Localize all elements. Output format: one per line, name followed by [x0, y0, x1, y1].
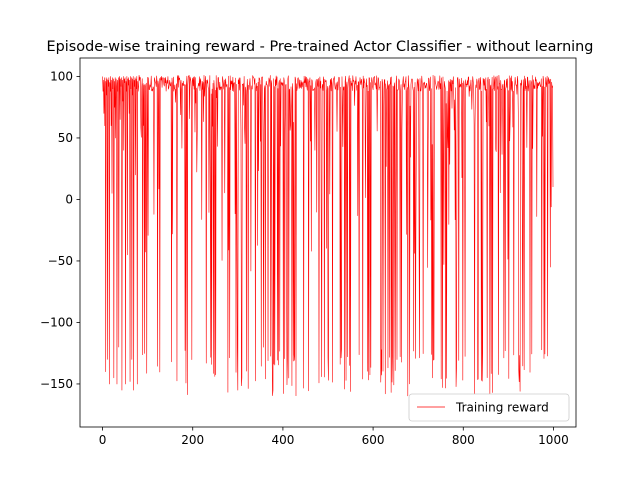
y-tick-label: 50 — [58, 131, 73, 145]
x-tick-label: 400 — [271, 433, 294, 447]
y-axis: −150 −100 −50 0 50 100 — [40, 69, 80, 391]
chart-title: Episode-wise training reward - Pre-train… — [47, 39, 594, 55]
plot-frame — [79, 57, 577, 428]
y-tick-label: 100 — [50, 69, 73, 83]
plot-area — [102, 74, 554, 397]
x-tick-label: 800 — [452, 433, 475, 447]
legend: Training reward — [408, 393, 570, 422]
x-tick-label: 1000 — [538, 433, 569, 447]
legend-label: Training reward — [455, 401, 549, 415]
y-tick-label: −100 — [40, 315, 73, 329]
series-line-training-reward — [102, 74, 554, 397]
x-tick-label: 0 — [99, 433, 107, 447]
y-tick-label: 0 — [65, 192, 73, 206]
x-tick-label: 200 — [181, 433, 204, 447]
legend-box — [408, 393, 570, 422]
y-tick-label: −50 — [48, 254, 73, 268]
x-axis: 0 200 400 600 800 1000 — [99, 427, 569, 447]
x-tick-label: 600 — [362, 433, 385, 447]
y-tick-label: −150 — [40, 377, 73, 391]
